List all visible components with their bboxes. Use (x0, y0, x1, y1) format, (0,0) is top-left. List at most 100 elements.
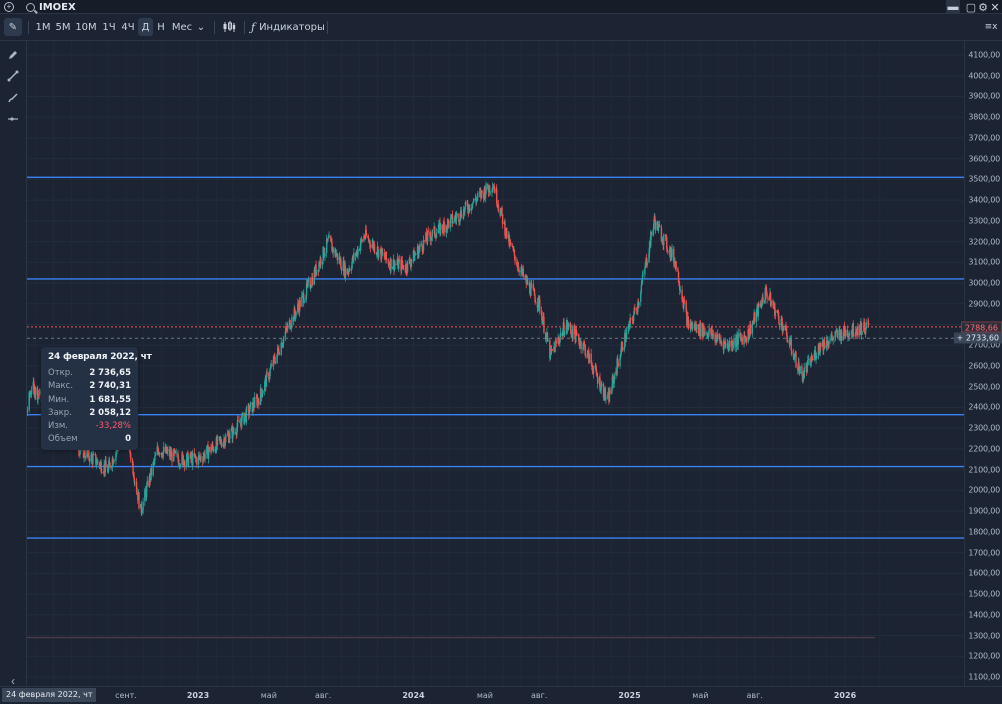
interval-5m[interactable]: 5M (55, 21, 71, 33)
candlestick-type-icon[interactable] (220, 18, 238, 36)
candle-body (596, 374, 598, 377)
interval-1m[interactable]: 1M (35, 21, 51, 33)
candle-body (157, 446, 159, 450)
candle-body (778, 316, 780, 324)
candle-body (681, 290, 683, 300)
collapse-panel-icon[interactable]: ‹ (11, 674, 15, 688)
tooltip-row-high: Макс. 2 740,31 (48, 381, 131, 394)
pencil-icon[interactable] (6, 48, 20, 62)
candle-body (575, 329, 578, 334)
chart-settings-icon[interactable]: ≡x (984, 22, 998, 32)
candle-body (660, 227, 663, 242)
ticker-name[interactable]: IMOEX (39, 1, 76, 13)
candle-body (683, 300, 686, 302)
candle-body (811, 358, 814, 360)
interval-10m[interactable]: 10M (75, 21, 97, 33)
candle-body (627, 326, 630, 332)
tooltip-value: 2 058,12 (89, 407, 131, 418)
candle-body (476, 197, 478, 199)
candle-body (828, 340, 830, 345)
candle-body (305, 283, 308, 296)
crosshair-icon[interactable]: + (4, 2, 14, 12)
candle-body (346, 268, 349, 275)
price-tick: 3700,00 (968, 133, 1000, 143)
interval-month[interactable]: Мес (171, 21, 193, 33)
candle-body (733, 338, 735, 346)
candle-body (442, 221, 445, 232)
price-tick: 1800,00 (968, 527, 1000, 537)
chart-area[interactable] (27, 41, 964, 686)
brush-icon[interactable] (6, 91, 20, 105)
candle-body (133, 477, 135, 482)
menu-icon[interactable]: ▬ (946, 0, 960, 14)
candle-body (294, 308, 296, 314)
candle-body (735, 338, 738, 348)
candle-body (846, 329, 849, 337)
price-tick: 3400,00 (968, 195, 1000, 205)
price-chart[interactable] (27, 41, 964, 686)
candle-body (665, 236, 667, 238)
candle-body (287, 324, 289, 330)
tooltip-date: 24 февраля 2022, чт (48, 352, 152, 362)
candle-body (108, 460, 110, 467)
candle-body (212, 444, 214, 448)
candle-body (29, 393, 32, 397)
candle-body (758, 303, 760, 308)
tooltip-value: 0 (125, 434, 131, 445)
chevron-down-icon[interactable]: ⌄ (196, 21, 206, 33)
indicators-button[interactable]: ƒ Индикаторы (251, 18, 325, 36)
price-tick: 3600,00 (968, 154, 1000, 164)
candle-body (539, 299, 541, 312)
draw-pencil-icon[interactable]: ✎ (4, 18, 22, 36)
trendline-icon[interactable] (6, 69, 20, 83)
candle-body (650, 231, 652, 247)
candle-body (394, 263, 396, 265)
candle-body (532, 284, 535, 289)
horizontal-ray-icon[interactable] (6, 112, 20, 126)
candle-body (458, 213, 460, 222)
time-tick-month: сент. (115, 691, 137, 700)
interval-1h[interactable]: 1Ч (102, 21, 116, 33)
candle-body (78, 447, 80, 453)
candle-body (478, 192, 481, 194)
gear-icon[interactable]: ⚙ (978, 1, 988, 14)
candle-body (86, 450, 88, 458)
interval-day[interactable]: Д (138, 18, 153, 36)
candle-body (207, 451, 210, 459)
price-axis[interactable]: 4100,00 4000,00 3900,00 3800,00 3700,00 3600,… (953, 41, 1002, 686)
candle-body (843, 325, 846, 333)
search-icon[interactable] (26, 2, 35, 12)
interval-4h[interactable]: 4Ч (121, 21, 135, 33)
candle-body (787, 340, 789, 342)
square-icon[interactable]: ▢ (965, 1, 977, 14)
candle-body (154, 454, 157, 457)
candle-body (210, 448, 213, 453)
candle-body (635, 309, 638, 312)
candle-body (303, 301, 305, 303)
candle-body (318, 262, 320, 272)
candle-body (215, 438, 218, 453)
candle-body (848, 333, 850, 338)
close-icon[interactable]: ✕ (990, 1, 1000, 14)
ticker-search[interactable]: IMOEX (26, 1, 76, 13)
candle-body (163, 446, 165, 452)
candle-body (451, 214, 454, 224)
candle-body (134, 481, 136, 483)
candle-body (706, 332, 709, 336)
candle-body (725, 343, 727, 345)
candle-body (623, 347, 625, 351)
time-axis[interactable]: 24 февраля 2022, чт сент. 2023 май авг. 2024… (0, 686, 1002, 704)
interval-week[interactable]: Н (157, 21, 165, 33)
candle-body (854, 331, 857, 336)
candle-body (630, 318, 632, 319)
candle-body (309, 280, 311, 288)
candle-body (621, 342, 624, 351)
candle-body (554, 342, 556, 352)
candle-body (671, 248, 673, 258)
candle-body (785, 327, 788, 336)
candle-body (471, 208, 473, 209)
candle-body (810, 362, 812, 365)
candle-body (187, 458, 190, 466)
candle-body (807, 359, 809, 363)
time-tick-month: май (476, 691, 493, 700)
